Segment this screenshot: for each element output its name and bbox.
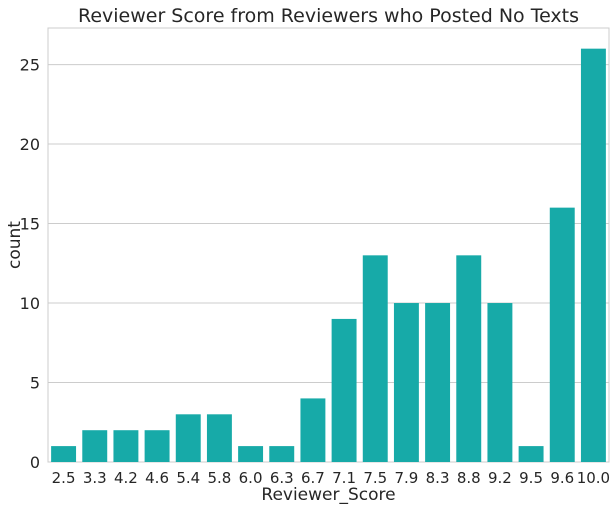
bar-8.8	[456, 255, 482, 462]
y-tick-label: 25	[20, 56, 40, 75]
bar-10.0	[580, 48, 606, 463]
x-tick-label: 8.3	[426, 469, 450, 487]
y-tick-labels: 0 5 10 15 20 25	[20, 56, 40, 472]
x-tick-label: 6.3	[270, 469, 294, 487]
x-axis-label: Reviewer_Score	[261, 485, 395, 505]
bar-6.7	[300, 398, 326, 462]
y-axis-label: count	[5, 221, 25, 269]
y-tick-label: 5	[30, 374, 40, 393]
bar-8.3	[425, 303, 451, 462]
bar-9.5	[518, 446, 544, 462]
x-tick-label: 7.1	[332, 469, 356, 487]
x-tick-label: 5.4	[176, 469, 200, 487]
x-tick-label: 8.8	[457, 469, 481, 487]
bar-5.4	[175, 414, 201, 462]
gridlines	[48, 64, 609, 463]
bar-5.8	[206, 414, 232, 462]
x-tick-label: 5.8	[207, 469, 231, 487]
plot-background	[47, 27, 610, 463]
chart-title: Reviewer Score from Reviewers who Posted…	[78, 5, 579, 27]
x-tick-label: 2.5	[52, 469, 76, 487]
x-tick-label: 9.5	[519, 469, 543, 487]
bar-9.6	[549, 207, 575, 462]
bar-6.0	[238, 446, 264, 462]
x-tick-label: 4.2	[114, 469, 138, 487]
x-tick-label: 6.0	[239, 469, 263, 487]
x-tick-label: 4.6	[145, 469, 169, 487]
x-tick-label: 10.0	[577, 469, 610, 487]
x-tick-label: 7.9	[394, 469, 418, 487]
x-tick-label: 3.3	[83, 469, 107, 487]
x-tick-label: 7.5	[363, 469, 387, 487]
bar-7.1	[331, 318, 357, 462]
bar-3.3	[82, 430, 108, 462]
bar-7.9	[393, 303, 419, 462]
y-tick-label: 10	[20, 294, 40, 313]
bar-7.5	[362, 255, 388, 462]
x-tick-label: 6.7	[301, 469, 325, 487]
y-tick-label: 0	[30, 453, 40, 472]
bar-6.3	[269, 446, 295, 462]
bar-4.2	[113, 430, 139, 462]
y-tick-label: 20	[20, 135, 40, 154]
bar-2.5	[51, 446, 77, 462]
x-tick-labels: 2.5 3.3 4.2 4.6 5.4 5.8 6.0 6.3 6.7 7.1 7.5 7.9 8.3 8…	[52, 469, 610, 487]
bar-9.2	[487, 303, 513, 462]
bar-4.6	[144, 430, 170, 462]
y-tick-label: 15	[20, 215, 40, 234]
bars	[51, 48, 606, 463]
x-tick-label: 9.2	[488, 469, 512, 487]
x-tick-label: 9.6	[550, 469, 574, 487]
